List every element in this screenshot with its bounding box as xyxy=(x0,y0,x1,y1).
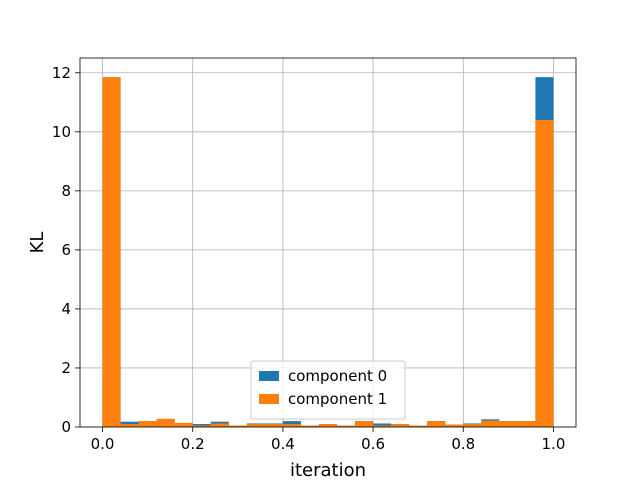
axis-ticks: 0.0 0.2 0.4 0.6 0.8 1.0 0 2 4 6 8 10 12 xyxy=(52,64,565,453)
x-tick-label: 0.2 xyxy=(181,435,205,453)
bar-component-1 xyxy=(373,425,392,427)
legend-box xyxy=(250,360,406,420)
bar-component-1 xyxy=(318,424,338,427)
plot-area-frame xyxy=(79,57,577,428)
bar-component-1 xyxy=(535,119,554,427)
bar-component-1 xyxy=(192,425,211,427)
legend-swatch-component-1 xyxy=(259,394,279,404)
y-tick-label: 8 xyxy=(61,182,71,200)
bar-component-1 xyxy=(156,418,175,427)
bar-component-1 xyxy=(300,425,319,427)
bar-component-1 xyxy=(337,425,356,427)
bar-component-1 xyxy=(409,425,428,427)
bar-component-1 xyxy=(517,421,536,427)
bar-component-1 xyxy=(282,424,301,427)
bar-component-1 xyxy=(445,424,464,427)
bar-component-1 xyxy=(481,420,500,427)
bar-component-1 xyxy=(102,77,121,428)
bar-component-1 xyxy=(463,424,482,427)
bar-component-1 xyxy=(264,424,283,427)
grid-lines xyxy=(80,58,576,428)
bar-component-1 xyxy=(355,421,374,427)
bar-component-1 xyxy=(246,424,265,427)
x-tick-label: 0.4 xyxy=(271,435,295,453)
bar-component-1 xyxy=(120,424,139,427)
y-axis-label: KL xyxy=(27,232,48,254)
legend-label-component-1: component 1 xyxy=(288,390,387,408)
bar-component-1 xyxy=(427,421,446,427)
x-tick-label: 0.0 xyxy=(91,435,115,453)
legend: component 0 component 1 xyxy=(250,360,406,420)
bar-component-1 xyxy=(138,421,157,427)
y-tick-label: 2 xyxy=(61,359,71,377)
legend-swatch-component-0 xyxy=(259,371,279,381)
legend-label-component-0: component 0 xyxy=(288,367,387,385)
y-tick-label: 4 xyxy=(61,300,71,318)
y-tick-label: 6 xyxy=(61,241,71,259)
x-tick-label: 0.8 xyxy=(451,435,475,453)
x-tick-label: 0.6 xyxy=(361,435,385,453)
bar-component-1 xyxy=(228,425,247,427)
bar-component-1 xyxy=(391,424,410,427)
bars xyxy=(102,77,554,428)
bar-component-1 xyxy=(210,423,229,427)
x-tick-label: 1.0 xyxy=(542,435,566,453)
bar-component-1 xyxy=(499,421,518,427)
x-axis-label: iteration xyxy=(290,460,366,480)
bar-component-0 xyxy=(373,423,392,427)
y-tick-label: 12 xyxy=(52,64,71,82)
y-tick-label: 0 xyxy=(61,418,71,436)
y-tick-label: 10 xyxy=(52,123,71,141)
bar-component-1 xyxy=(174,422,193,427)
